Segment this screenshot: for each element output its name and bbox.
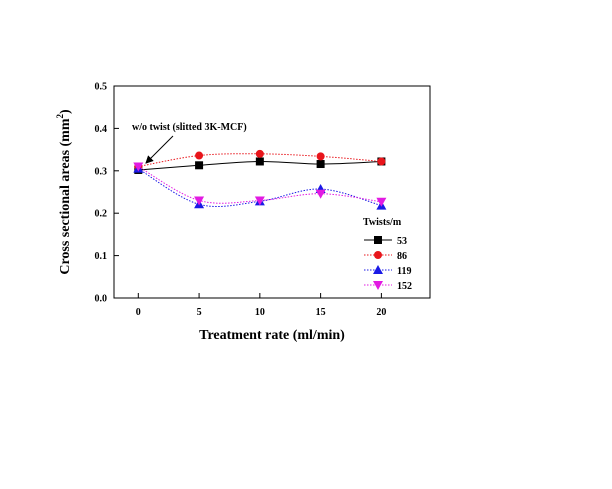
legend-title: Twists/m (363, 217, 402, 228)
legend-item-119: 119 (364, 265, 411, 277)
series-86-point (316, 152, 325, 161)
legend-item-53: 53 (364, 236, 407, 247)
series-86-point (377, 157, 386, 166)
x-tick-label: 5 (197, 307, 202, 318)
y-axis-label: Cross sectional areas (mm2) (55, 109, 73, 275)
x-tick-label: 10 (255, 307, 265, 318)
x-tick-label: 15 (316, 307, 326, 318)
series-layer (133, 149, 387, 210)
y-tick-label: 0.1 (95, 251, 108, 262)
annotation-text: w/o twist (slitted 3K-MCF) (132, 122, 247, 133)
legend-label: 152 (397, 281, 412, 292)
series-86-point (195, 151, 204, 160)
series-152-point (315, 189, 326, 199)
series-152-point (376, 197, 387, 207)
y-axis-label-superscript: 2 (55, 113, 65, 118)
x-tick-label: 0 (136, 307, 141, 318)
legend-item-152: 152 (364, 281, 412, 292)
legend-marker (374, 236, 382, 244)
legend-marker (373, 281, 383, 290)
legend-label: 119 (397, 266, 411, 277)
y-axis-label-main: Cross sectional areas (mm (58, 118, 73, 275)
x-tick-label: 20 (376, 307, 386, 318)
series-152-point (133, 162, 144, 172)
x-axis-label: Treatment rate (ml/min) (199, 328, 345, 343)
series-86-point (255, 149, 264, 158)
series-152-point (194, 196, 205, 206)
series-53-point (316, 160, 325, 169)
series-53-point (255, 157, 264, 166)
legend-label: 53 (397, 236, 407, 247)
legend-item-86: 86 (364, 251, 407, 262)
y-axis-ticks: 0.0 0.1 0.2 0.3 0.4 0.5 (95, 82, 119, 305)
legend-label: 86 (397, 251, 407, 262)
y-tick-label: 0.5 (95, 82, 108, 93)
x-axis-ticks: 0 5 10 15 20 (136, 293, 386, 318)
y-tick-label: 0.4 (95, 124, 108, 135)
plot-frame (113, 85, 431, 299)
series-152-line (138, 166, 382, 204)
series-152-point (254, 196, 265, 206)
legend: 53 86 119 152 (364, 236, 412, 292)
annotation-arrow (145, 135, 174, 164)
series-152 (133, 162, 387, 207)
series-86-line (138, 153, 382, 168)
y-axis-label-close: ) (58, 109, 73, 114)
y-tick-label: 0.3 (95, 166, 108, 177)
series-53-point (195, 161, 204, 170)
legend-marker (373, 265, 383, 274)
legend-marker (374, 251, 382, 259)
y-tick-label: 0.0 (95, 294, 108, 305)
y-tick-label: 0.2 (95, 209, 108, 220)
